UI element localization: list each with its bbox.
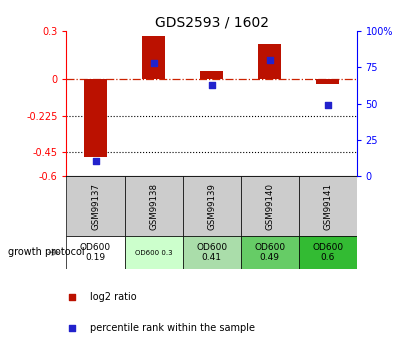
Bar bbox=[241, 176, 299, 237]
Bar bbox=[125, 237, 183, 269]
Text: OD600
0.49: OD600 0.49 bbox=[254, 243, 285, 263]
Text: GSM99138: GSM99138 bbox=[149, 183, 158, 230]
Bar bbox=[316, 79, 339, 84]
Text: percentile rank within the sample: percentile rank within the sample bbox=[90, 323, 255, 333]
Bar bbox=[66, 237, 125, 269]
Point bbox=[69, 294, 75, 299]
Bar bbox=[258, 44, 281, 79]
Text: OD600
0.6: OD600 0.6 bbox=[312, 243, 343, 263]
Point bbox=[92, 159, 99, 164]
Text: OD600
0.41: OD600 0.41 bbox=[196, 243, 227, 263]
Bar bbox=[183, 176, 241, 237]
Point bbox=[208, 82, 215, 87]
Bar bbox=[183, 237, 241, 269]
Text: GSM99141: GSM99141 bbox=[323, 183, 332, 230]
Point bbox=[266, 57, 273, 63]
Bar bbox=[299, 176, 357, 237]
Bar bbox=[299, 237, 357, 269]
Bar bbox=[241, 237, 299, 269]
Point bbox=[69, 325, 75, 331]
Text: growth protocol: growth protocol bbox=[8, 247, 85, 257]
Point bbox=[324, 102, 331, 108]
Bar bbox=[125, 176, 183, 237]
Text: GSM99140: GSM99140 bbox=[265, 183, 274, 230]
Text: log2 ratio: log2 ratio bbox=[90, 292, 136, 302]
Text: OD600 0.3: OD600 0.3 bbox=[135, 250, 172, 256]
Bar bbox=[200, 71, 223, 79]
Bar bbox=[142, 36, 165, 79]
Bar bbox=[66, 176, 125, 237]
Text: OD600
0.19: OD600 0.19 bbox=[80, 243, 111, 263]
Text: GSM99137: GSM99137 bbox=[91, 183, 100, 230]
Title: GDS2593 / 1602: GDS2593 / 1602 bbox=[155, 16, 268, 30]
Bar bbox=[84, 79, 107, 157]
Text: GSM99139: GSM99139 bbox=[207, 183, 216, 230]
Point bbox=[150, 60, 157, 66]
